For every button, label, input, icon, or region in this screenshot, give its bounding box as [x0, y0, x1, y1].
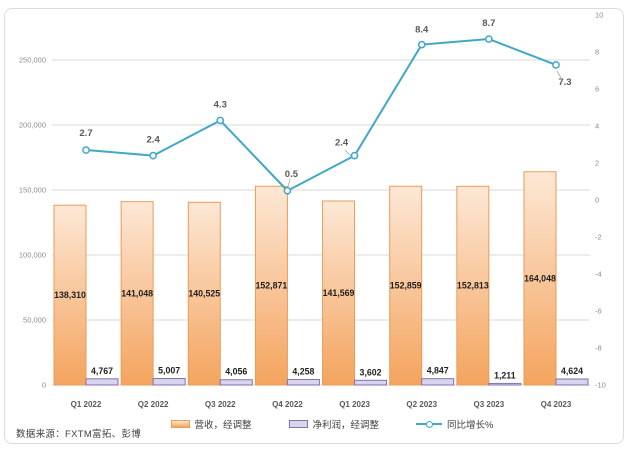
right-axis-tick: 4	[595, 122, 599, 131]
yoy-growth-label: 2.7	[79, 128, 92, 139]
revenue-bar-label: 141,569	[323, 288, 355, 298]
net-profit-bar	[219, 379, 253, 386]
line-point-marker	[417, 40, 426, 49]
x-axis-label: Q2 2022	[138, 400, 169, 409]
line-point-marker	[283, 186, 292, 195]
revenue-bar	[322, 200, 356, 386]
right-axis-tick: 0	[595, 196, 599, 205]
legend-item-revenue: 营收，经调整	[170, 417, 252, 431]
x-axis-label: Q2 2023	[406, 400, 437, 409]
revenue-bar	[456, 185, 490, 386]
right-axis-tick: 2	[595, 159, 599, 168]
x-axis-label: Q4 2022	[272, 400, 303, 409]
revenue-bar-label: 138,310	[54, 290, 86, 300]
net-profit-bar-label: 4,056	[225, 367, 247, 377]
left-axis-tick: 200,000	[19, 121, 46, 130]
left-axis-tick: 50,000	[23, 316, 46, 325]
net-profit-bar-label: 4,258	[292, 366, 314, 376]
legend-label-revenue: 营收，经调整	[194, 420, 252, 431]
line-point-marker	[350, 151, 359, 160]
revenue-bar	[523, 171, 557, 386]
yoy-growth-label: 4.3	[214, 99, 227, 110]
right-axis-tick: -4	[595, 270, 602, 279]
revenue-bar-label: 152,871	[256, 281, 288, 291]
line-point-marker	[149, 151, 157, 160]
line-marker-icon	[416, 420, 443, 429]
net-profit-bar	[152, 377, 186, 386]
net-profit-bar	[286, 378, 320, 386]
yoy-growth-label: 8.4	[415, 25, 429, 36]
net-profit-bar	[488, 382, 522, 386]
revenue-bar	[53, 204, 87, 386]
left-axis-tick: 250,000	[19, 56, 46, 65]
revenue-bar	[254, 185, 288, 386]
line-point-marker	[552, 61, 560, 69]
net-profit-bar-label: 4,847	[427, 366, 449, 376]
revenue-bar-label: 152,859	[390, 281, 422, 291]
left-axis-tick: 150,000	[19, 186, 46, 195]
right-axis-tick: -6	[595, 307, 602, 316]
net-profit-bar-label: 3,602	[360, 367, 382, 377]
right-axis-tick: 10	[595, 11, 603, 20]
legend-item-yoy-growth: 同比增长%	[416, 417, 493, 431]
net-profit-bar-label: 5,007	[158, 365, 180, 375]
net-profit-bar	[555, 378, 589, 386]
revenue-bar	[187, 201, 221, 386]
revenue-bar	[120, 201, 154, 386]
x-axis-label: Q1 2022	[71, 400, 102, 409]
net-profit-swatch-icon	[288, 420, 308, 428]
yoy-growth-label: 2.4	[147, 135, 161, 146]
revenue-bar-label: 140,525	[188, 289, 220, 299]
net-profit-bar-label: 4,624	[561, 366, 583, 376]
net-profit-bar-label: 1,211	[494, 370, 516, 380]
right-axis-tick: -2	[595, 233, 602, 242]
revenue-swatch-icon	[170, 420, 190, 428]
revenue-bar	[389, 185, 423, 386]
yoy-growth-label: 0.5	[285, 169, 299, 180]
x-axis-label: Q3 2022	[205, 400, 236, 409]
net-profit-bar	[421, 378, 455, 386]
yoy-growth-label: 8.7	[482, 18, 495, 29]
right-axis-tick: -10	[595, 381, 606, 390]
line-point-marker	[484, 35, 493, 43]
right-axis-tick: -8	[595, 344, 602, 353]
left-axis-tick: 0	[42, 381, 46, 390]
revenue-bar-label: 152,813	[457, 281, 489, 291]
chart-frame	[4, 8, 624, 444]
chart-legend: 营收，经调整 净利润，经调整 同比增长%	[22, 414, 635, 434]
line-point-marker	[82, 146, 90, 154]
data-source-note: 数据来源：FXTM富拓、彭博	[16, 429, 142, 440]
left-axis-tick: 100,000	[19, 251, 46, 260]
revenue-bar-label: 141,048	[121, 288, 153, 298]
label-leader-line	[287, 178, 291, 188]
right-axis-tick: 6	[595, 85, 599, 94]
net-profit-bar-label: 4,767	[91, 366, 113, 376]
x-axis-label: Q3 2023	[473, 400, 504, 409]
net-profit-bar	[85, 378, 119, 386]
label-leader-line	[556, 70, 562, 79]
yoy-growth-line	[85, 38, 557, 192]
legend-item-net-profit: 净利润，经调整	[288, 417, 380, 431]
line-point-marker	[216, 116, 225, 125]
yoy-growth-label: 7.3	[558, 77, 571, 88]
x-axis-label: Q4 2023	[541, 400, 572, 409]
line-dot	[426, 420, 434, 428]
legend-label-yoy-growth: 同比增长%	[447, 420, 494, 431]
yoy-growth-label: 2.4	[335, 138, 349, 149]
legend-label-net-profit: 净利润，经调整	[312, 420, 380, 431]
revenue-bar-label: 164,048	[524, 273, 556, 283]
x-axis-label: Q1 2023	[339, 400, 370, 409]
net-profit-bar	[354, 379, 388, 386]
right-axis-tick: 8	[595, 48, 599, 57]
